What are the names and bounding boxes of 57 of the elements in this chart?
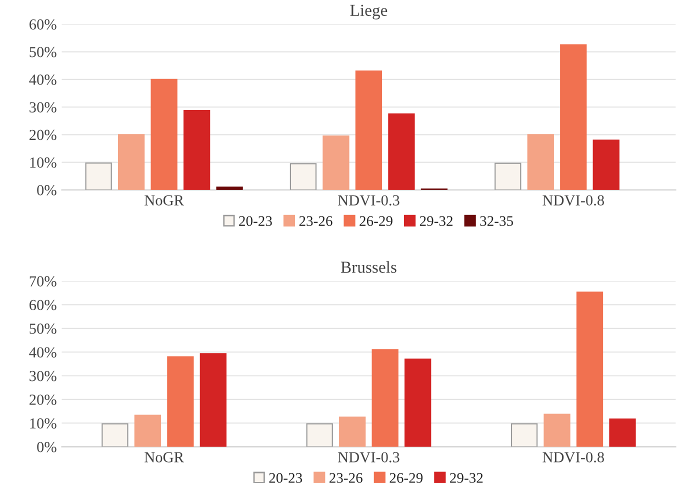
bar	[216, 186, 243, 190]
y-tick-label: 30%	[30, 102, 56, 113]
y-tick-label: 0%	[37, 442, 56, 452]
bar	[372, 349, 398, 447]
bar	[183, 110, 210, 190]
y-tick-label: 50%	[30, 46, 56, 58]
y-tick-label: 20%	[30, 130, 56, 140]
bar	[388, 113, 415, 190]
bar	[339, 416, 366, 447]
x-tick-label: NDVI-0.8	[542, 452, 604, 462]
y-tick-label: 20%	[30, 394, 56, 405]
y-tick-label: 60%	[30, 300, 56, 310]
y-tick-label: 40%	[29, 347, 56, 358]
bar	[322, 135, 350, 190]
x-tick-label: NDVI-0.8	[542, 195, 604, 206]
bar	[290, 163, 317, 190]
y-tick-label: 10%	[30, 418, 56, 429]
legend-label: 32-35	[480, 216, 514, 226]
y-tick-label: 10%	[30, 157, 56, 168]
bar	[494, 162, 522, 190]
legend-label: 26-29	[360, 216, 392, 226]
chart-title: Brussels	[340, 261, 396, 273]
bar	[592, 140, 620, 190]
bar	[527, 134, 554, 190]
legend-label: 23-26	[299, 216, 332, 226]
y-tick-label: 40%	[29, 74, 56, 85]
legend-label: 29-32	[450, 473, 483, 483]
bar	[306, 423, 333, 447]
bar	[118, 134, 145, 190]
y-tick-label: 50%	[30, 324, 56, 334]
legend-label: 26-29	[390, 473, 423, 483]
bar	[576, 292, 604, 447]
bar	[544, 414, 570, 447]
legend-label: 20-23	[269, 473, 302, 483]
y-tick-label: 70%	[30, 276, 56, 287]
x-tick-label: NoGR	[144, 452, 184, 462]
y-tick-label: 30%	[30, 370, 56, 382]
bar	[167, 356, 194, 447]
x-tick-label: NDVI-0.3	[338, 452, 400, 462]
x-tick-label: NDVI-0.3	[338, 195, 400, 206]
bar	[200, 353, 227, 447]
bar	[510, 423, 538, 447]
bar	[134, 414, 162, 447]
y-tick-label: 0%	[37, 185, 56, 196]
bar	[150, 78, 178, 190]
bar	[560, 44, 587, 190]
chart-title: Liege	[350, 4, 388, 20]
bar	[609, 418, 636, 447]
bar	[404, 358, 432, 447]
legend-label: 20-23	[239, 216, 272, 226]
bar	[355, 70, 382, 190]
legend-label: 23-26	[330, 473, 362, 483]
x-tick-label: NoGR	[144, 195, 184, 206]
legend-label: 29-32	[420, 216, 452, 226]
bar	[102, 423, 128, 447]
bar	[85, 162, 112, 190]
y-tick-label: 60%	[30, 19, 56, 30]
